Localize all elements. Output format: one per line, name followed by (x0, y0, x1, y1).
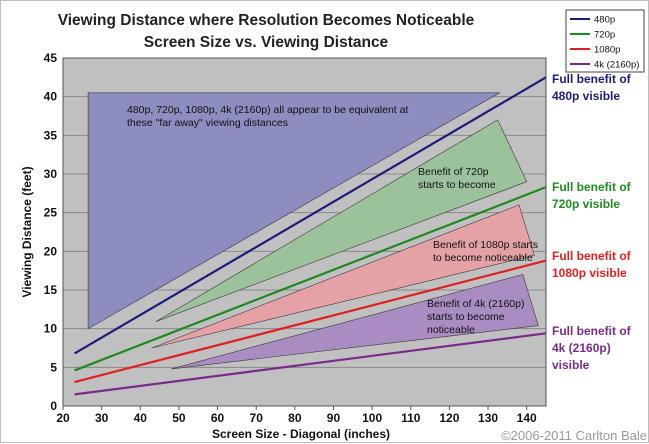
right-label: 1080p visible (552, 266, 627, 280)
legend-label: 720p (594, 30, 615, 41)
y-tick-label: 35 (44, 128, 58, 142)
x-tick-label: 20 (56, 411, 70, 425)
x-tick-label: 80 (288, 411, 302, 425)
y-tick-label: 15 (44, 283, 58, 297)
x-tick-label: 60 (211, 411, 225, 425)
x-tick-label: 90 (327, 411, 341, 425)
x-tick-label: 50 (172, 411, 186, 425)
right-label: 4k (2160p) (552, 341, 611, 355)
right-label: Full benefit of (552, 72, 632, 86)
x-tick-label: 100 (362, 411, 382, 425)
y-tick-label: 30 (44, 167, 58, 181)
region-triangle (171, 274, 539, 370)
y-tick-labels: 0 5 10 15 20 25 30 35 40 45 (44, 51, 58, 413)
right-label: 480p visible (552, 89, 620, 103)
legend-label: 4k (2160p) (594, 60, 639, 71)
y-tick-label: 10 (44, 322, 58, 336)
region-triangle (87, 92, 501, 330)
annotation-text: starts to become (418, 179, 496, 191)
series-lines (74, 76, 547, 396)
legend-label: 480p (594, 15, 615, 26)
x-tick-label: 40 (134, 411, 148, 425)
annotations: 480p, 720p, 1080p, 4k (2160p) all appear… (127, 104, 538, 336)
y-axis-label: Viewing Distance (feet) (20, 166, 34, 297)
annotation-text: Benefit of 4k (2160p) (427, 298, 524, 310)
right-label: 720p visible (552, 197, 620, 211)
plot-border (62, 57, 547, 407)
y-tick-label: 40 (44, 90, 58, 104)
x-tick-label: 70 (250, 411, 264, 425)
x-tick-labels: 20 30 40 50 60 70 80 90 100 110 120 130 140 (56, 406, 537, 425)
annotation-text: these "far away" viewing distances (127, 117, 288, 129)
annotation-text: noticeable (427, 324, 475, 336)
x-tick-label: 130 (478, 411, 498, 425)
annotation-text: Benefit of 720p (418, 166, 489, 178)
series-line (74, 259, 547, 384)
legend-label: 1080p (594, 45, 620, 56)
x-axis-label: Screen Size - Diagonal (inches) (212, 427, 390, 441)
region-triangle (151, 204, 535, 349)
shaded-regions (87, 92, 539, 370)
y-tick-label: 25 (44, 206, 58, 220)
right-label: visible (552, 358, 590, 372)
right-label: Full benefit of (552, 180, 632, 194)
x-tick-label: 140 (517, 411, 537, 425)
series-line (74, 186, 547, 372)
y-tick-label: 45 (44, 51, 58, 65)
annotation-text: Benefit of 1080p starts (433, 239, 538, 251)
series-line (74, 76, 547, 355)
right-label: Full benefit of (552, 249, 632, 263)
annotation-text: starts to become (427, 311, 505, 323)
x-tick-label: 120 (439, 411, 459, 425)
annotation-text: to become noticeable (433, 252, 533, 264)
legend: 480p 720p 1080p 4k (2160p) (565, 9, 645, 73)
right-label: Full benefit of (552, 324, 632, 338)
series-line (74, 332, 547, 396)
x-tick-label: 110 (401, 411, 421, 425)
legend-box (565, 9, 645, 73)
y-tick-label: 20 (44, 244, 58, 258)
x-tick-label: 30 (95, 411, 109, 425)
y-tick-label: 5 (50, 360, 57, 374)
chart-subtitle: Screen Size vs. Viewing Distance (144, 34, 389, 51)
chart-title: Viewing Distance where Resolution Become… (58, 12, 475, 29)
right-labels: Full benefit of 480p visible Full benefit … (552, 72, 632, 372)
copyright-text: ©2006-2011 Carlton Bale (501, 428, 647, 443)
annotation-text: 480p, 720p, 1080p, 4k (2160p) all appear… (127, 104, 408, 116)
y-tick-label: 0 (50, 399, 57, 413)
region-triangle (155, 119, 528, 322)
